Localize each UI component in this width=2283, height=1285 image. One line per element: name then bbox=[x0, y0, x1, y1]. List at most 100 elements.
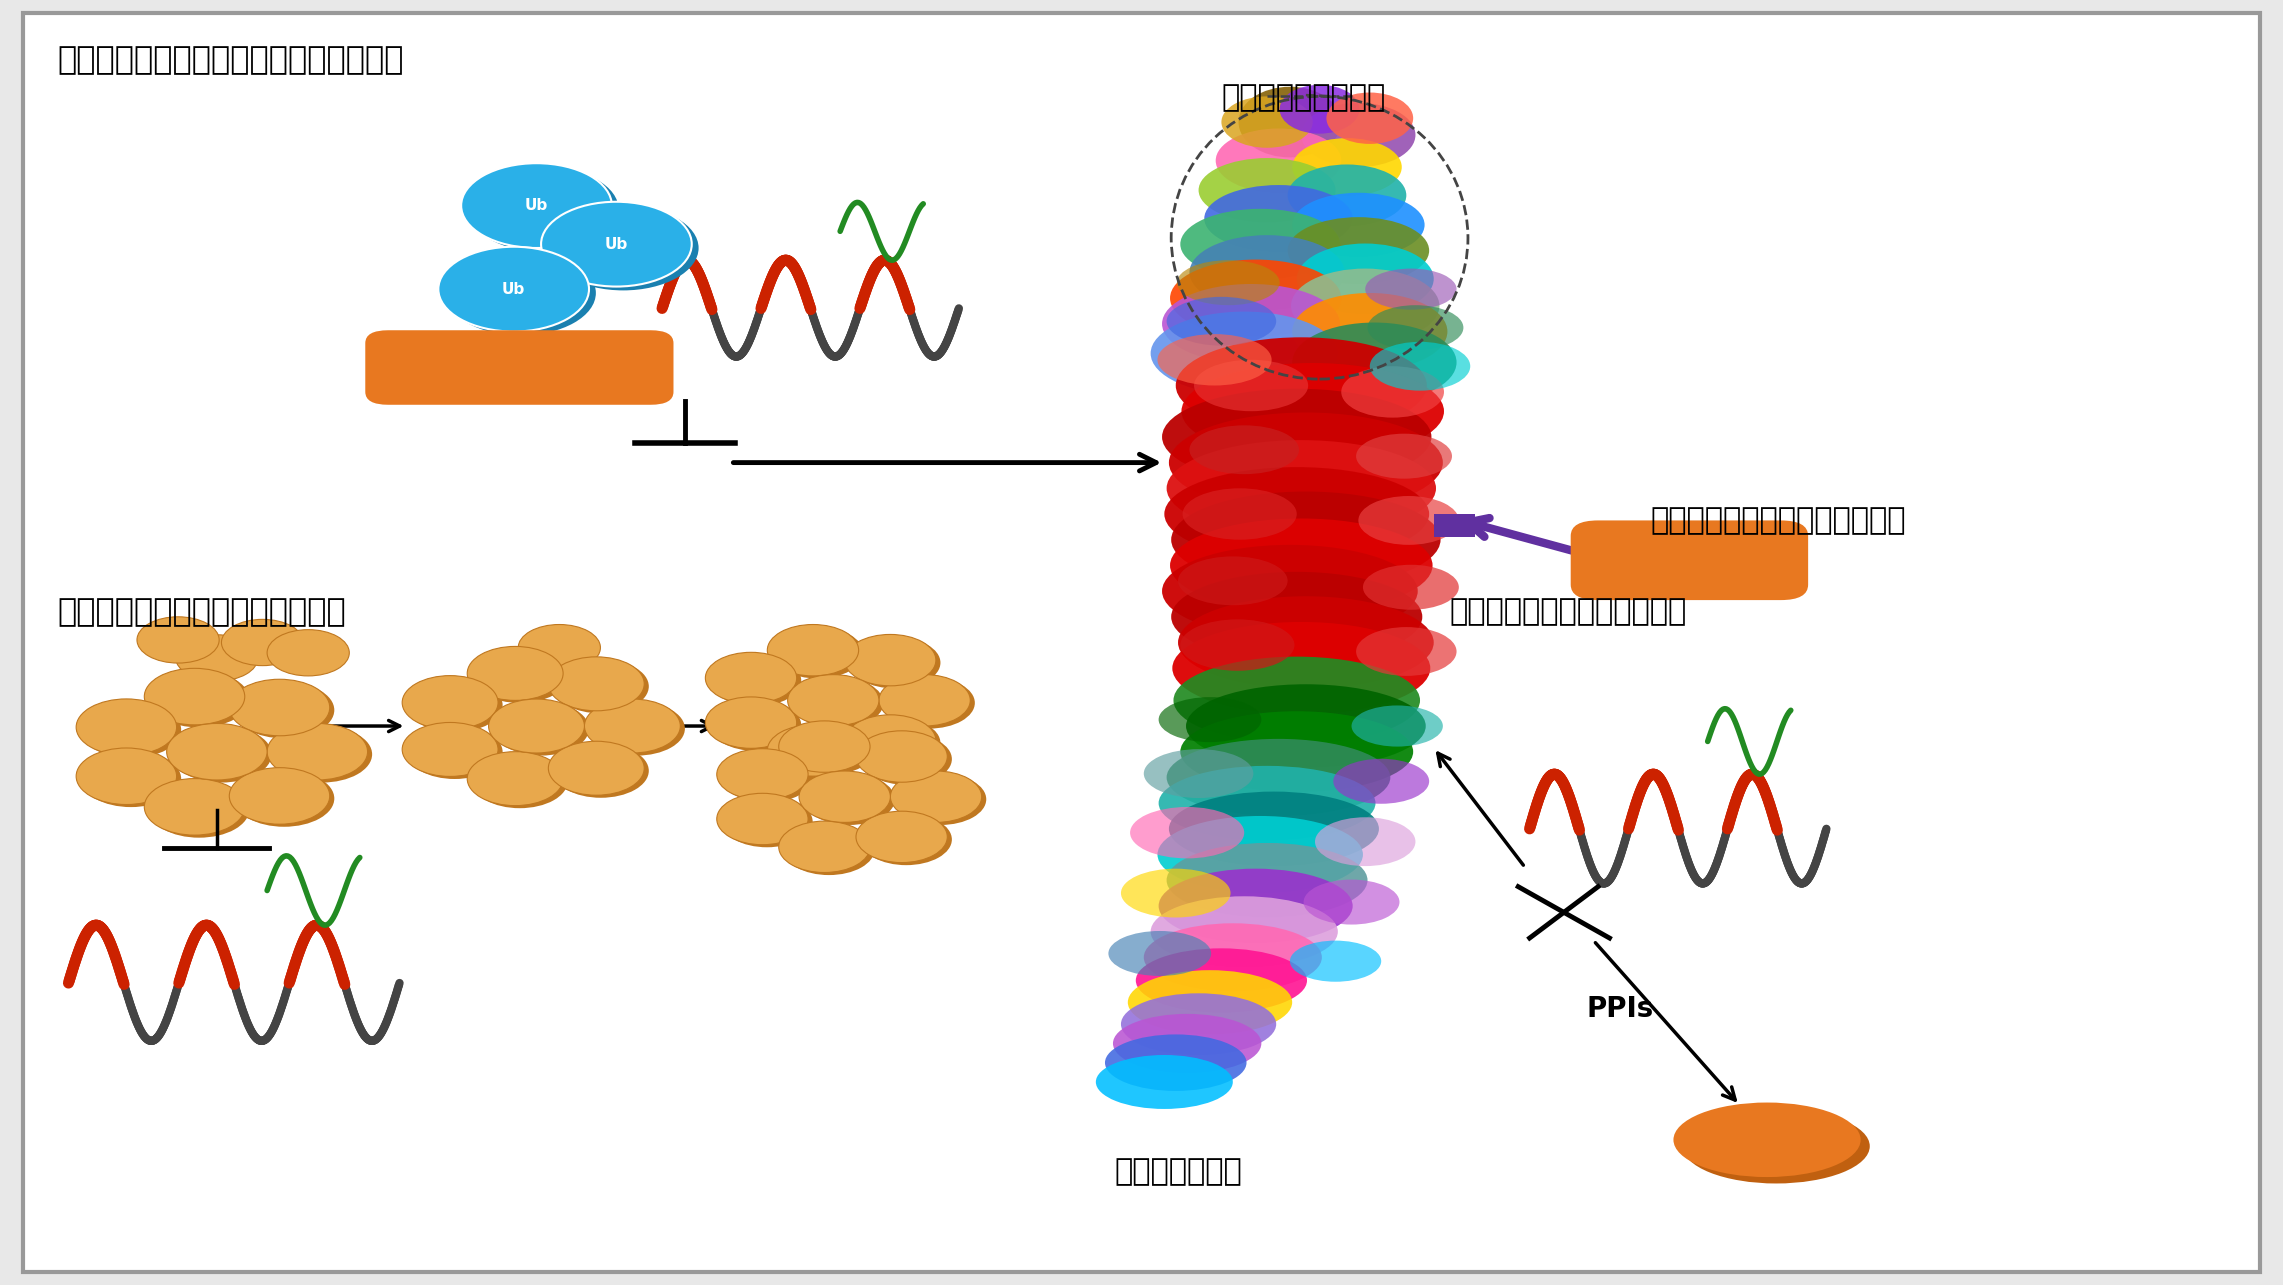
Circle shape bbox=[144, 668, 244, 725]
Ellipse shape bbox=[1135, 948, 1306, 1013]
Ellipse shape bbox=[1130, 807, 1244, 858]
Circle shape bbox=[518, 625, 600, 671]
Ellipse shape bbox=[1180, 362, 1443, 459]
Ellipse shape bbox=[1167, 439, 1436, 536]
Circle shape bbox=[772, 627, 863, 678]
Circle shape bbox=[468, 646, 564, 700]
Circle shape bbox=[884, 677, 975, 729]
Ellipse shape bbox=[1290, 269, 1438, 343]
Ellipse shape bbox=[1157, 334, 1272, 386]
Ellipse shape bbox=[1189, 425, 1299, 474]
Ellipse shape bbox=[1301, 103, 1415, 167]
Circle shape bbox=[493, 702, 589, 756]
Ellipse shape bbox=[1151, 897, 1338, 966]
Circle shape bbox=[233, 770, 333, 826]
Circle shape bbox=[468, 167, 619, 252]
Ellipse shape bbox=[1292, 137, 1402, 195]
Circle shape bbox=[406, 678, 502, 732]
Ellipse shape bbox=[1370, 342, 1470, 391]
Circle shape bbox=[148, 671, 249, 727]
Ellipse shape bbox=[1358, 496, 1459, 545]
Circle shape bbox=[402, 722, 498, 776]
Circle shape bbox=[267, 723, 368, 780]
Text: ユビキチン鎖受容体による基質認識機構: ユビキチン鎖受容体による基質認識機構 bbox=[57, 45, 404, 76]
Circle shape bbox=[849, 637, 941, 689]
Circle shape bbox=[788, 675, 879, 726]
Circle shape bbox=[489, 699, 584, 753]
Ellipse shape bbox=[1363, 565, 1459, 609]
Circle shape bbox=[148, 781, 249, 838]
Ellipse shape bbox=[1107, 930, 1210, 977]
Ellipse shape bbox=[1673, 1103, 1861, 1177]
Circle shape bbox=[75, 748, 176, 804]
Ellipse shape bbox=[1167, 739, 1390, 816]
Ellipse shape bbox=[1157, 869, 1352, 943]
Circle shape bbox=[710, 655, 801, 707]
Text: 分子集合の動的制御の生理的意義: 分子集合の動的制御の生理的意義 bbox=[57, 598, 345, 628]
Circle shape bbox=[721, 795, 813, 847]
Ellipse shape bbox=[1199, 158, 1336, 222]
Circle shape bbox=[272, 726, 372, 783]
Ellipse shape bbox=[1173, 657, 1420, 744]
Ellipse shape bbox=[1178, 596, 1434, 689]
Ellipse shape bbox=[1292, 293, 1447, 370]
Ellipse shape bbox=[1162, 284, 1340, 364]
Circle shape bbox=[799, 771, 890, 822]
Ellipse shape bbox=[1169, 792, 1379, 866]
Ellipse shape bbox=[1173, 622, 1429, 714]
Text: PPIs: PPIs bbox=[1587, 995, 1653, 1023]
Ellipse shape bbox=[1157, 696, 1260, 741]
Circle shape bbox=[267, 630, 349, 676]
Circle shape bbox=[228, 680, 329, 736]
Ellipse shape bbox=[1180, 712, 1413, 792]
Ellipse shape bbox=[1121, 869, 1231, 917]
Circle shape bbox=[552, 744, 648, 798]
Ellipse shape bbox=[1144, 923, 1322, 992]
Circle shape bbox=[804, 774, 895, 825]
Circle shape bbox=[779, 721, 870, 772]
Circle shape bbox=[792, 677, 884, 729]
Ellipse shape bbox=[1167, 297, 1276, 346]
Text: ユビキチン鎖受容体: ユビキチン鎖受容体 bbox=[1221, 84, 1386, 113]
Ellipse shape bbox=[1180, 619, 1294, 671]
Circle shape bbox=[717, 749, 808, 801]
Ellipse shape bbox=[1292, 193, 1425, 257]
Circle shape bbox=[228, 767, 329, 824]
Circle shape bbox=[473, 649, 568, 703]
Ellipse shape bbox=[1203, 185, 1352, 252]
Text: プロテアソーム: プロテアソーム bbox=[1114, 1158, 1242, 1186]
FancyBboxPatch shape bbox=[365, 330, 673, 405]
Ellipse shape bbox=[1162, 545, 1418, 637]
Ellipse shape bbox=[1333, 758, 1429, 804]
Ellipse shape bbox=[1176, 338, 1427, 434]
Ellipse shape bbox=[1169, 412, 1443, 513]
Ellipse shape bbox=[1290, 941, 1381, 982]
Ellipse shape bbox=[1164, 466, 1429, 562]
Circle shape bbox=[548, 657, 644, 711]
Circle shape bbox=[548, 741, 644, 795]
Ellipse shape bbox=[1368, 305, 1463, 350]
Circle shape bbox=[861, 813, 952, 865]
Circle shape bbox=[879, 675, 970, 726]
Ellipse shape bbox=[1340, 366, 1443, 418]
Ellipse shape bbox=[1288, 217, 1429, 284]
Circle shape bbox=[445, 251, 596, 335]
Text: Ub: Ub bbox=[605, 236, 628, 252]
Ellipse shape bbox=[1352, 705, 1443, 747]
Circle shape bbox=[75, 699, 176, 756]
Ellipse shape bbox=[1315, 817, 1415, 866]
Text: Ub: Ub bbox=[525, 198, 548, 213]
Circle shape bbox=[783, 723, 874, 775]
Circle shape bbox=[845, 714, 936, 766]
Circle shape bbox=[861, 734, 952, 785]
Circle shape bbox=[406, 725, 502, 779]
Ellipse shape bbox=[1356, 627, 1457, 676]
Circle shape bbox=[767, 725, 858, 776]
Circle shape bbox=[221, 619, 304, 666]
Ellipse shape bbox=[1194, 360, 1308, 411]
Ellipse shape bbox=[1215, 128, 1340, 193]
Ellipse shape bbox=[1169, 518, 1431, 612]
Ellipse shape bbox=[1151, 311, 1338, 396]
Circle shape bbox=[80, 750, 180, 807]
Circle shape bbox=[548, 206, 699, 290]
